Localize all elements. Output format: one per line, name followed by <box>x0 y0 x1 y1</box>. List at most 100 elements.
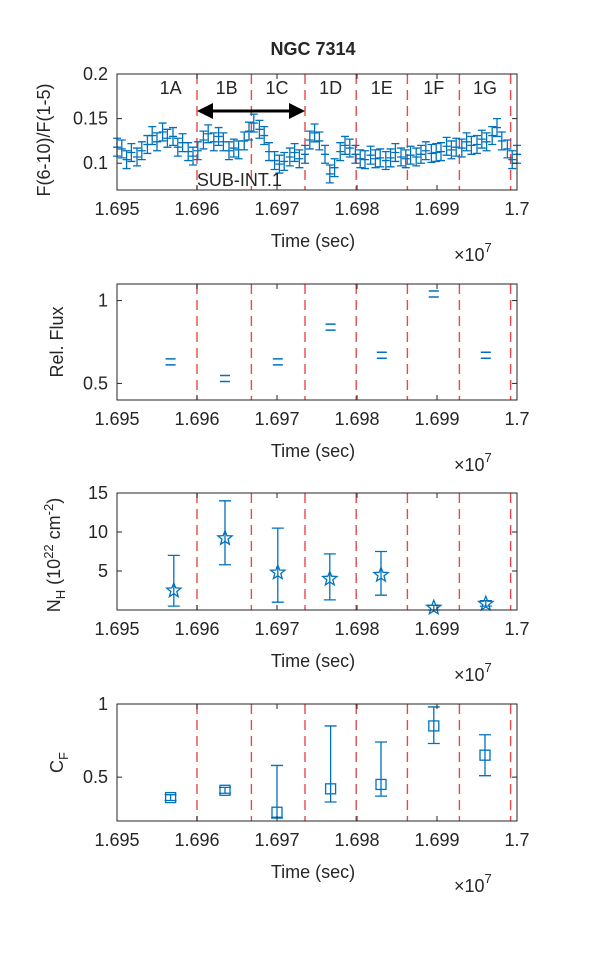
y-tick-label: 15 <box>88 483 108 503</box>
data-point <box>158 122 167 142</box>
data-point <box>372 565 390 583</box>
data-point <box>214 126 223 147</box>
segment-label: 1E <box>371 78 393 98</box>
data-point <box>320 569 339 587</box>
data-point <box>165 358 176 366</box>
data-point <box>193 141 202 161</box>
data-point <box>305 130 314 150</box>
data-point <box>199 130 208 150</box>
data-point <box>301 144 309 164</box>
data-point <box>381 150 390 171</box>
data-point <box>143 134 152 155</box>
x-tick-label: 1.695 <box>94 619 139 639</box>
data-point <box>477 129 486 149</box>
data-point <box>397 147 405 167</box>
x-tick-label: 1.695 <box>94 409 139 429</box>
plot-frame <box>116 73 518 191</box>
x-tick-label: 1.697 <box>254 409 299 429</box>
data-point <box>249 113 258 133</box>
data-point <box>133 147 141 167</box>
data-point <box>488 125 497 146</box>
data-point <box>310 123 319 143</box>
data-point <box>497 131 506 151</box>
y-axis-label: Rel. Flux <box>47 306 67 377</box>
data-point <box>366 145 375 165</box>
data-point <box>421 141 430 161</box>
data-point <box>216 528 234 546</box>
error-bar <box>271 764 283 819</box>
data-point <box>401 149 410 169</box>
y-tick-label: 0.5 <box>83 767 108 787</box>
data-point <box>356 149 365 169</box>
data-point <box>406 145 415 165</box>
y-tick-label: 0.2 <box>83 64 108 84</box>
data-point <box>479 749 491 761</box>
x-multiplier: ×107 <box>454 450 492 475</box>
segment-label: 1A <box>160 78 182 98</box>
segment-label: 1G <box>473 78 497 98</box>
figure-title: NGC 7314 <box>270 39 355 59</box>
error-bar <box>427 706 440 745</box>
data-point <box>376 148 385 168</box>
data-point <box>275 154 284 174</box>
data-point <box>189 146 197 166</box>
data-point <box>295 149 304 169</box>
data-point <box>371 149 380 169</box>
data-point <box>432 142 441 163</box>
error-bar <box>375 741 387 797</box>
data-point <box>245 121 253 141</box>
y-tick-label: 0.5 <box>83 373 108 393</box>
y-tick-label: 5 <box>98 561 108 581</box>
data-point <box>462 132 471 152</box>
x-tick-label: 1.698 <box>334 830 379 850</box>
x-multiplier-base: ×10 <box>454 455 485 475</box>
error-bar <box>375 550 387 596</box>
data-point <box>127 142 136 163</box>
data-point <box>457 138 466 158</box>
x-multiplier-base: ×10 <box>454 876 485 896</box>
panel-covering_fraction <box>116 703 518 822</box>
data-point <box>375 778 387 791</box>
y-tick-label: 1 <box>98 291 108 311</box>
error-bar <box>479 734 491 777</box>
y-axis-label-part: F <box>56 752 71 760</box>
data-point <box>122 150 131 170</box>
y-tick-label: 1 <box>98 694 108 714</box>
data-point <box>268 563 287 581</box>
x-axis-label: Time (sec) <box>271 651 355 671</box>
data-point <box>424 598 443 616</box>
error-bar <box>219 786 231 794</box>
x-multiplier-base: ×10 <box>454 665 485 685</box>
error-bar <box>164 794 177 802</box>
x-multiplier-exp: 7 <box>485 871 492 886</box>
y-axis-label: NH (1022 cm-2) <box>41 498 68 612</box>
segment-label: 1F <box>423 78 444 98</box>
x-tick-label: 1.696 <box>174 830 219 850</box>
segment-label: 1B <box>216 78 238 98</box>
data-point <box>280 151 289 172</box>
data-point <box>315 131 324 151</box>
data-point <box>391 142 400 163</box>
data-point <box>417 144 425 164</box>
data-point <box>220 374 230 383</box>
data-point <box>225 141 233 161</box>
data-point <box>437 142 445 162</box>
x-multiplier: ×107 <box>454 240 492 265</box>
panel-relative_flux <box>116 283 518 401</box>
y-axis-label-part: C <box>47 760 67 773</box>
y-tick-label: 0.15 <box>73 109 108 129</box>
data-point <box>321 144 329 164</box>
data-point <box>148 125 157 146</box>
x-tick-label: 1.7 <box>504 619 529 639</box>
error-bar <box>324 725 337 803</box>
x-axis-label: Time (sec) <box>271 862 355 882</box>
x-tick-label: 1.699 <box>414 199 459 219</box>
x-tick-label: 1.696 <box>174 409 219 429</box>
data-point <box>204 124 213 144</box>
data-point <box>272 358 283 366</box>
data-point <box>285 147 294 167</box>
data-point <box>386 148 395 168</box>
data-point <box>336 142 345 162</box>
x-tick-label: 1.698 <box>334 199 379 219</box>
